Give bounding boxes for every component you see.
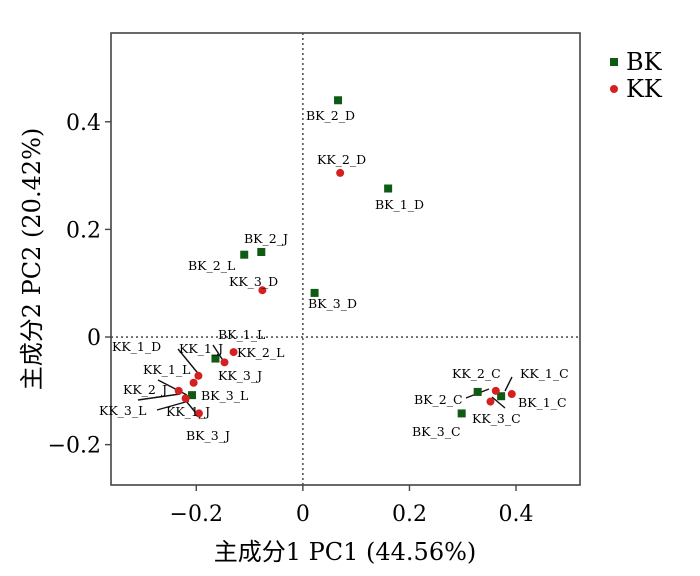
point-label-bk-3-l: BK_3_L [201, 388, 248, 403]
x-tick-label: −0.2 [170, 502, 223, 527]
point-label-kk-1-j: KK_1_J [179, 341, 223, 356]
point-label-kk-3-j: KK_3_J [218, 368, 262, 383]
point-label-kk-2-d: KK_2_D [317, 152, 366, 167]
point-kk-3-l [181, 394, 190, 403]
point-label-kk-2-c: KK_2_C [452, 366, 501, 381]
point-kk-2-l [229, 348, 238, 357]
reference-lines [111, 33, 580, 485]
leader-line [491, 396, 506, 409]
point-kk-2-d [336, 168, 345, 177]
point-bk-2-l [240, 250, 249, 259]
point-bk-1-d [384, 184, 393, 193]
legend-marker-kk [610, 85, 618, 93]
point-label-bk-2-d: BK_2_D [306, 108, 355, 123]
point-label-kk-1-j-lower: KK_1_J [166, 404, 210, 419]
point-bk-2-c [473, 387, 482, 396]
point-kk-1-l [189, 378, 198, 387]
point-label-kk-2-j: KK_2_J [123, 382, 167, 397]
y-tick-label: −0.2 [48, 434, 101, 459]
x-axis-title: 主成分1 PC1 (44.56%) [214, 538, 477, 566]
point-label-bk-2-l: BK_2_L [188, 258, 235, 273]
point-label-bk-1-d: BK_1_D [375, 197, 424, 212]
point-kk-3-c [486, 397, 495, 406]
point-kk-1-d [194, 371, 203, 380]
point-label-bk-3-j: BK_3_J [186, 428, 230, 443]
point-label-kk-1-d: KK_1_D [112, 339, 161, 354]
point-bk-3-c [457, 409, 466, 418]
x-tick-label: 0.4 [499, 502, 534, 527]
point-bk-3-d [310, 288, 319, 297]
leader-line [156, 400, 190, 411]
point-bk-1-c [497, 392, 506, 401]
axis-ticks: −0.2 0 0.2 0.4 −0.2 0 0.2 0.4 [48, 111, 534, 527]
point-bk-2-d [334, 96, 343, 105]
y-tick-label: 0.2 [66, 218, 101, 243]
point-label-kk-2-l: KK_2_L [237, 345, 284, 360]
x-tick-label: 0.2 [392, 502, 427, 527]
point-label-bk-2-c: BK_2_C [414, 392, 463, 407]
point-kk-2-j [174, 386, 183, 395]
point-label-bk-3-c: BK_3_C [412, 424, 461, 439]
x-tick-label: 0 [296, 502, 310, 527]
point-bk-2-j [257, 248, 266, 257]
legend-label-bk: BK [626, 48, 663, 76]
point-label-kk-3-l: KK_3_L [99, 403, 146, 418]
point-kk-3-j [220, 358, 229, 367]
point-kk-3-d [258, 286, 267, 295]
point-labels: BK_2_D BK_1_D BK_2_J BK_2_L BK_3_D BK_1_L BK_3… [99, 108, 569, 443]
y-tick-label: 0 [87, 326, 101, 351]
point-label-kk-3-c: KK_3_C [472, 411, 521, 426]
point-kk-1-j [194, 409, 203, 418]
y-tick-label: 0.4 [66, 111, 101, 136]
legend-label-kk: KK [626, 75, 663, 103]
plot-frame [110, 32, 581, 486]
point-label-kk-3-d: KK_3_D [229, 274, 278, 289]
point-bk-1-l [211, 354, 220, 363]
data-points [174, 96, 516, 418]
legend-marker-bk [610, 58, 618, 66]
point-label-bk-1-l: BK_1_L [218, 327, 265, 342]
point-kk-1-c [507, 390, 516, 399]
point-label-kk-1-c: KK_1_C [520, 366, 569, 381]
leader-line [137, 393, 181, 401]
point-label-bk-3-d: BK_3_D [308, 296, 357, 311]
point-kk-2-c [491, 386, 500, 395]
point-label-bk-1-c: BK_1_C [518, 395, 567, 410]
point-label-bk-2-j: BK_2_J [244, 231, 288, 246]
point-bk-3-l [188, 391, 197, 400]
y-axis-title: 主成分2 PC2 (20.42%) [18, 128, 46, 391]
point-label-kk-1-l: KK_1_L [143, 362, 190, 377]
leader-line [504, 376, 513, 392]
